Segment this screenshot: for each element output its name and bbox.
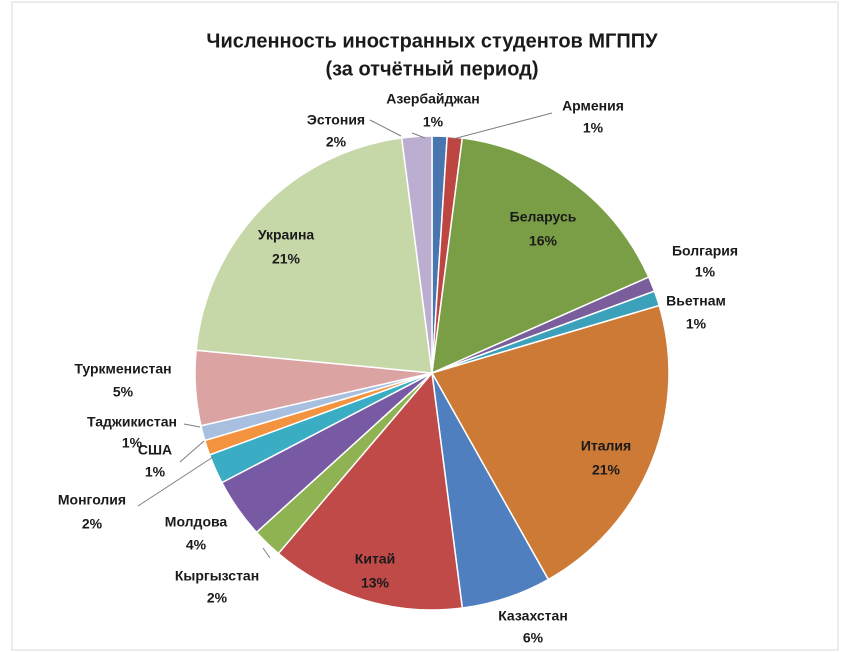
pie-slice — [431, 137, 650, 375]
slice-value-label: 1% — [583, 120, 604, 136]
slice-value-label: 5% — [113, 384, 134, 400]
slice-value-label: 6% — [523, 630, 544, 646]
leader-line — [411, 132, 426, 139]
chart-subtitle: (за отчётный период) — [325, 58, 538, 80]
slice-label: Эстония — [307, 112, 365, 128]
slice-label: Азербайджан — [386, 91, 480, 107]
slice-value-label: 2% — [326, 134, 347, 150]
pie-slice — [430, 304, 670, 581]
slice-label: Кыргызстан — [175, 568, 259, 584]
leader-line — [179, 440, 205, 463]
slice-label: Беларусь — [510, 209, 577, 225]
slice-value-label: 4% — [186, 537, 207, 553]
slice-value-label: 13% — [361, 575, 390, 591]
slice-label: Таджикистан — [87, 414, 177, 430]
slice-label: Италия — [581, 438, 631, 454]
slice-label: Украина — [258, 227, 315, 243]
slice-label: Китай — [355, 551, 395, 567]
slice-label: Казахстан — [498, 608, 568, 624]
slice-value-label: 1% — [423, 114, 444, 130]
chart-title: Численность иностранных студентов МГППУ — [206, 30, 658, 52]
pie-slice — [195, 137, 433, 374]
leader-line — [369, 119, 402, 137]
slice-value-label: 16% — [529, 233, 558, 249]
slice-label: США — [138, 442, 172, 458]
pie-slice — [277, 371, 464, 611]
leader-line — [137, 456, 214, 507]
slice-label: Молдова — [165, 514, 228, 530]
slice-label: Армения — [562, 98, 624, 114]
slice-value-label: 1% — [145, 464, 166, 480]
slice-value-label: 1% — [122, 435, 143, 451]
slice-value-label: 2% — [207, 590, 228, 606]
slice-value-label: 21% — [272, 251, 301, 267]
slice-value-label: 21% — [592, 462, 621, 478]
leader-line — [183, 423, 201, 428]
slice-value-label: 2% — [82, 516, 103, 532]
slice-value-label: 1% — [695, 264, 716, 280]
slice-label: Туркменистан — [74, 361, 171, 377]
slice-label: Вьетнам — [666, 293, 726, 309]
slice-value-label: 1% — [686, 316, 707, 332]
slice-label: Монголия — [58, 492, 126, 508]
pie-slice — [400, 135, 433, 374]
leader-line — [452, 112, 553, 140]
leader-line — [262, 547, 271, 559]
slice-label: Болгария — [672, 243, 738, 259]
